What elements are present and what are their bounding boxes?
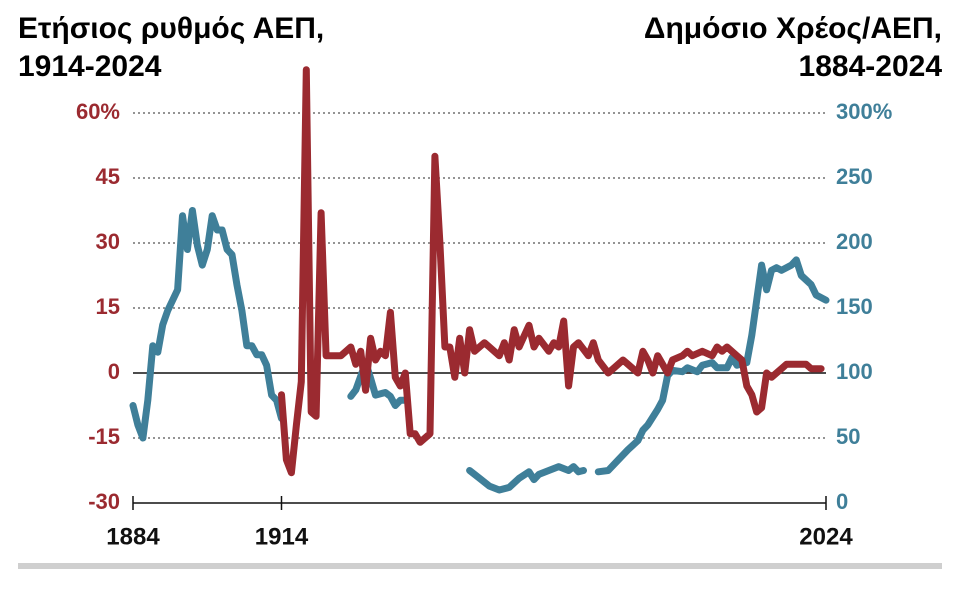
y2-tick-label: 250 xyxy=(836,164,873,189)
y2-tick-label: 100 xyxy=(836,359,873,384)
y-tick-label: 30 xyxy=(96,229,120,254)
x-tick-label: 2024 xyxy=(799,523,853,550)
footer-bar xyxy=(18,563,942,569)
series-line xyxy=(129,207,830,494)
left-title: Ετήσιος ρυθμός ΑΕΠ, 1914-2024 xyxy=(18,12,325,83)
y-tick-label: 45 xyxy=(96,164,120,189)
y2-tick-label: 50 xyxy=(836,424,860,449)
right-title: Δημόσιο Χρέος/ΑΕΠ, 1884-2024 xyxy=(643,12,942,83)
y2-tick-label: 150 xyxy=(836,294,873,319)
y-tick-label: -30 xyxy=(88,489,120,514)
x-tick-label: 1884 xyxy=(106,523,160,550)
y-tick-label: 0 xyxy=(108,359,120,384)
y-tick-label: -15 xyxy=(88,424,120,449)
x-tick-label: 1914 xyxy=(255,523,309,550)
y-tick-label: 15 xyxy=(96,294,120,319)
y2-tick-label: 300% xyxy=(836,99,892,124)
series-line xyxy=(278,66,825,477)
y2-tick-label: 200 xyxy=(836,229,873,254)
y2-tick-label: 0 xyxy=(836,489,848,514)
y-tick-label: 60% xyxy=(76,99,120,124)
